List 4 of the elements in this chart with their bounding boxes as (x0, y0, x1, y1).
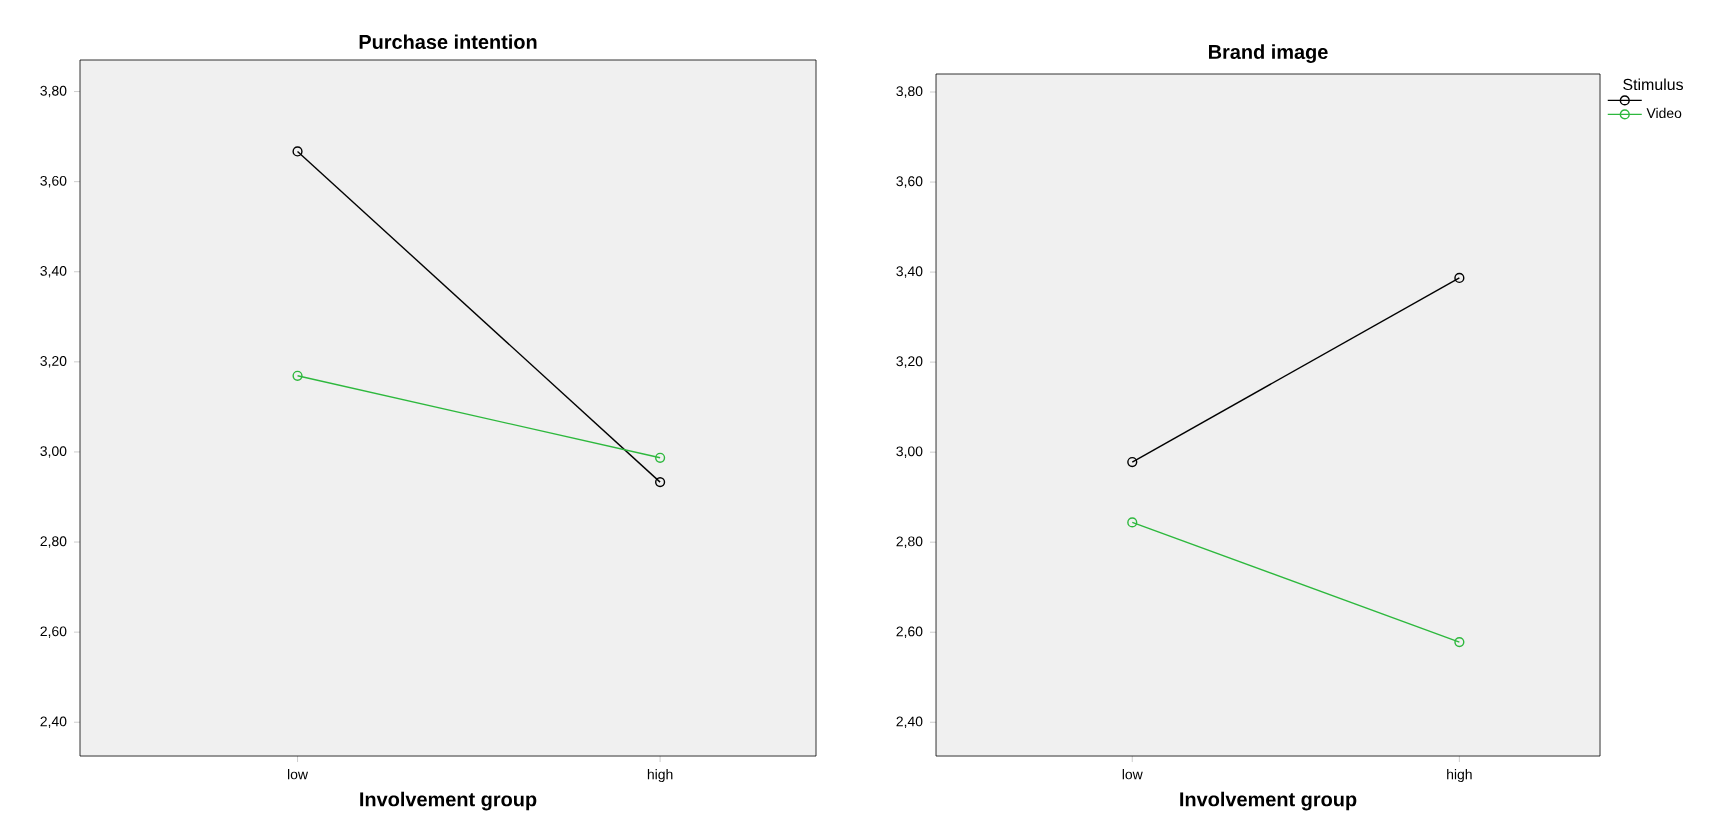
x-axis-title: Involvement group (360, 791, 537, 811)
chart-title: Brand image (1209, 44, 1328, 64)
x-axis-title: Involvement group (1180, 791, 1357, 811)
chart-title: Purchase intention (359, 34, 537, 49)
